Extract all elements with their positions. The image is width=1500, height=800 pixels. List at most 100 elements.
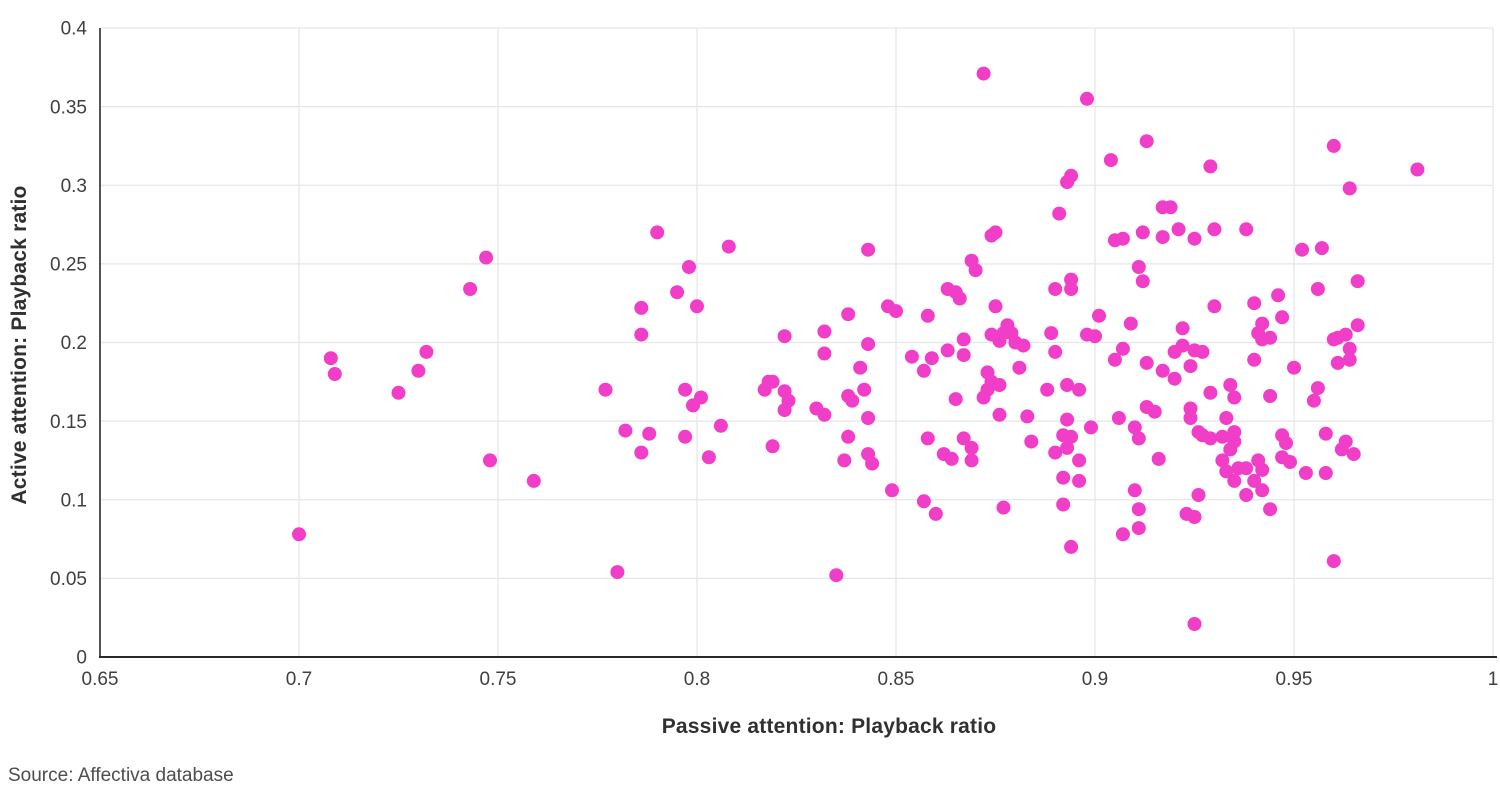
data-point[interactable] [721,239,736,254]
data-point[interactable] [1115,341,1130,356]
data-point[interactable] [1131,260,1146,274]
data-point[interactable] [1131,431,1146,446]
data-point[interactable] [1203,385,1218,400]
data-point[interactable] [1183,359,1198,374]
data-point[interactable] [1048,282,1063,296]
data-point[interactable] [920,431,935,446]
data-point[interactable] [861,242,876,257]
data-point[interactable] [1115,527,1130,542]
data-point[interactable] [1338,327,1353,342]
data-point[interactable] [845,393,860,408]
data-point[interactable] [634,300,649,315]
data-point[interactable] [1171,222,1186,237]
data-point[interactable] [634,445,649,460]
data-point[interactable] [1239,222,1254,237]
data-point[interactable] [1295,242,1309,257]
data-point[interactable] [1283,455,1297,469]
data-point[interactable] [1183,411,1198,425]
data-point[interactable] [701,450,716,465]
data-point[interactable] [1111,411,1126,425]
data-point[interactable] [1187,617,1202,631]
data-point[interactable] [419,344,434,359]
data-point[interactable] [1092,308,1106,323]
data-point[interactable] [618,423,633,438]
data-point[interactable] [916,494,931,509]
data-point[interactable] [1016,338,1031,353]
data-point[interactable] [1310,381,1325,396]
data-point[interactable] [853,360,868,375]
data-point[interactable] [1175,338,1190,353]
data-point[interactable] [1064,429,1079,444]
data-point[interactable] [1135,225,1150,240]
data-point[interactable] [598,382,613,397]
data-point[interactable] [1215,453,1230,468]
data-point[interactable] [1175,321,1190,336]
data-point[interactable] [642,426,657,441]
data-point[interactable] [1410,162,1425,177]
data-point[interactable] [1135,274,1150,289]
data-point[interactable] [968,263,983,278]
data-point[interactable] [996,500,1011,515]
data-point[interactable] [1239,488,1254,502]
data-point[interactable] [1131,502,1146,517]
data-point[interactable] [610,565,625,580]
data-point[interactable] [1044,326,1059,341]
data-point[interactable] [479,250,494,265]
data-point[interactable] [1024,434,1039,449]
data-point[interactable] [1271,288,1286,303]
data-point[interactable] [861,411,876,425]
data-point[interactable] [1064,539,1079,554]
data-point[interactable] [1310,282,1325,296]
data-point[interactable] [1056,470,1071,485]
data-point[interactable] [916,363,931,378]
data-point[interactable] [1279,436,1293,451]
data-point[interactable] [1107,352,1122,367]
data-point[interactable] [1287,360,1301,375]
data-point[interactable] [1298,466,1313,480]
data-point[interactable] [928,506,943,521]
data-point[interactable] [1072,382,1087,397]
data-point[interactable] [1131,521,1146,536]
data-point[interactable] [678,382,693,397]
data-point[interactable] [1123,316,1138,331]
data-point[interactable] [1040,382,1055,397]
data-point[interactable] [857,382,872,397]
data-point[interactable] [765,374,780,389]
data-point[interactable] [964,440,979,455]
data-point[interactable] [526,473,541,488]
data-point[interactable] [904,349,919,364]
data-point[interactable] [765,439,780,454]
data-point[interactable] [1187,231,1202,246]
data-point[interactable] [1048,344,1063,359]
data-point[interactable] [1187,510,1202,524]
data-point[interactable] [948,392,963,407]
data-point[interactable] [678,429,693,444]
data-point[interactable] [817,407,832,422]
data-point[interactable] [861,337,876,352]
data-point[interactable] [1219,464,1234,479]
data-point[interactable] [829,568,844,583]
data-point[interactable] [1314,241,1329,256]
data-point[interactable] [292,527,306,542]
data-point[interactable] [650,225,665,240]
data-point[interactable] [1318,466,1333,480]
data-point[interactable] [634,327,649,342]
data-point[interactable] [1147,404,1162,419]
data-point[interactable] [690,299,704,314]
data-point[interactable] [1255,483,1270,498]
data-point[interactable] [1072,453,1087,468]
data-point[interactable] [841,429,856,444]
data-point[interactable] [682,260,696,274]
data-point[interactable] [1060,412,1075,427]
data-point[interactable] [1103,153,1118,168]
data-point[interactable] [1275,310,1290,325]
data-point[interactable] [817,324,832,339]
data-point[interactable] [1338,434,1353,449]
data-point[interactable] [1056,497,1071,512]
data-point[interactable] [1207,222,1222,237]
data-point[interactable] [1167,371,1182,386]
data-point[interactable] [1207,299,1222,314]
data-point[interactable] [1350,318,1365,333]
data-point[interactable] [956,348,971,363]
data-point[interactable] [411,363,426,378]
